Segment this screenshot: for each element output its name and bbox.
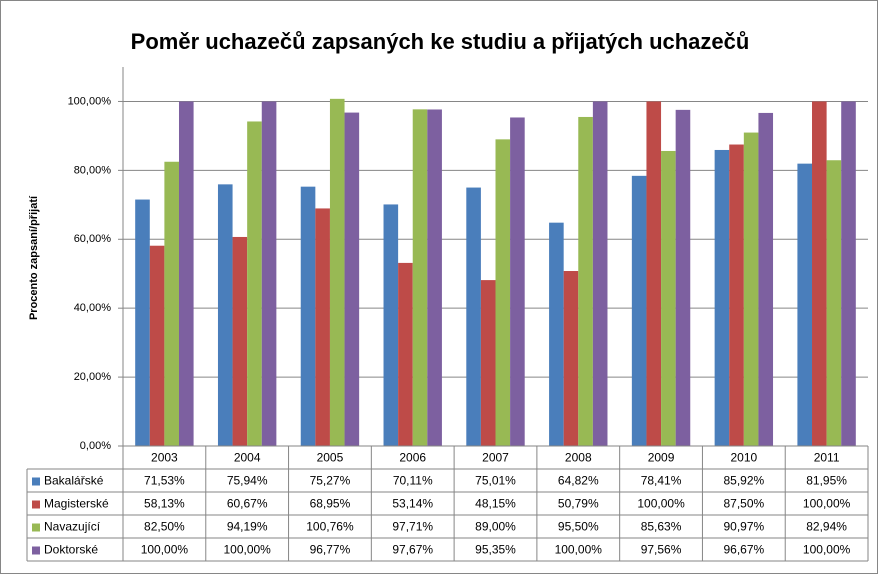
bar [149,245,165,446]
data-label: 100,00% [803,497,851,511]
data-label: 100,00% [223,543,271,557]
data-label: 100,00% [803,543,851,557]
x-tick-label: 2006 [399,451,426,465]
x-tick-label: 2005 [317,451,344,465]
legend-swatch [32,523,40,532]
bar [217,184,233,447]
bar [675,109,691,447]
data-label: 96,67% [723,543,764,557]
y-axis-label: Procento zapsaní/přijatí [28,195,40,320]
y-tick-label: 20,00% [74,371,112,383]
bar [164,161,179,446]
data-label: 100,00% [555,543,603,557]
data-label: 78,41% [641,474,682,488]
x-tick-label: 2010 [730,451,757,465]
data-label: 90,97% [723,520,764,534]
x-tick-label: 2003 [151,451,178,465]
data-label: 70,11% [393,474,433,488]
bar [398,262,413,446]
y-tick-label: 60,00% [74,233,112,245]
data-label: 64,82% [558,474,599,488]
bar [549,222,564,446]
bar [743,132,759,446]
data-label: 89,00% [475,520,516,534]
bar [480,280,496,446]
data-label: 85,92% [723,474,764,488]
bar [232,236,248,446]
bar [466,187,481,446]
data-label: 87,50% [723,497,764,511]
bar [427,109,442,446]
bar [841,101,856,447]
bar [315,208,330,446]
data-label: 53,14% [392,497,433,511]
bar [510,117,525,447]
data-label: 95,50% [558,520,599,534]
bar [631,175,647,446]
data-label: 97,71% [392,520,433,534]
bar [135,199,150,446]
bar [247,121,262,447]
bar [758,112,774,446]
legend-label: Bakalářské [44,474,104,488]
data-label: 81,95% [806,474,847,488]
bar [729,144,744,447]
x-tick-label: 2008 [565,451,592,465]
data-label: 100,00% [637,497,685,511]
data-label: 48,15% [475,497,516,511]
bar [714,149,730,446]
data-label: 95,35% [475,543,516,557]
data-label: 71,53% [144,474,185,488]
bar [578,116,593,446]
data-label: 96,77% [310,543,351,557]
data-label: 75,27% [310,474,351,488]
bar [344,112,360,446]
bar [646,101,662,447]
data-label: 100,76% [306,520,354,534]
bar [826,160,842,446]
data-label: 97,56% [641,543,682,557]
legend-swatch [32,477,40,486]
legend-label: Magisterské [44,497,109,511]
legend-label: Doktorské [44,543,98,557]
data-label: 97,67% [392,543,433,557]
bar [797,163,813,446]
bar [329,98,345,446]
data-label: 82,50% [144,520,185,534]
bar [300,186,316,446]
bar [661,150,676,446]
legend-swatch [32,500,40,509]
data-label: 82,94% [806,520,847,534]
data-label: 85,63% [641,520,682,534]
data-label: 94,19% [227,520,268,534]
y-tick-label: 40,00% [74,302,112,314]
x-tick-label: 2009 [648,451,675,465]
data-label: 100,00% [141,543,189,557]
bar [412,109,428,446]
y-tick-label: 0,00% [80,440,111,452]
bar [812,101,827,447]
bar [592,101,608,447]
bar [383,204,399,446]
x-tick-label: 2007 [482,451,509,465]
legend-label: Navazující [44,520,101,534]
bar [495,139,511,446]
data-label: 75,94% [227,474,268,488]
y-tick-label: 80,00% [74,164,112,176]
data-label: 60,67% [227,497,268,511]
x-tick-label: 2004 [234,451,261,465]
legend-swatch [32,546,40,555]
data-label: 68,95% [310,497,351,511]
data-label: 58,13% [144,497,185,511]
bar [563,271,579,446]
bar [261,101,277,447]
y-tick-label: 100,00% [68,95,112,107]
bar [178,101,194,447]
chart-title: Poměr uchazečů zapsaných ke studiu a při… [131,29,750,54]
data-label: 50,79% [558,497,599,511]
data-label: 75,01% [475,474,516,488]
x-tick-label: 2011 [814,451,840,465]
